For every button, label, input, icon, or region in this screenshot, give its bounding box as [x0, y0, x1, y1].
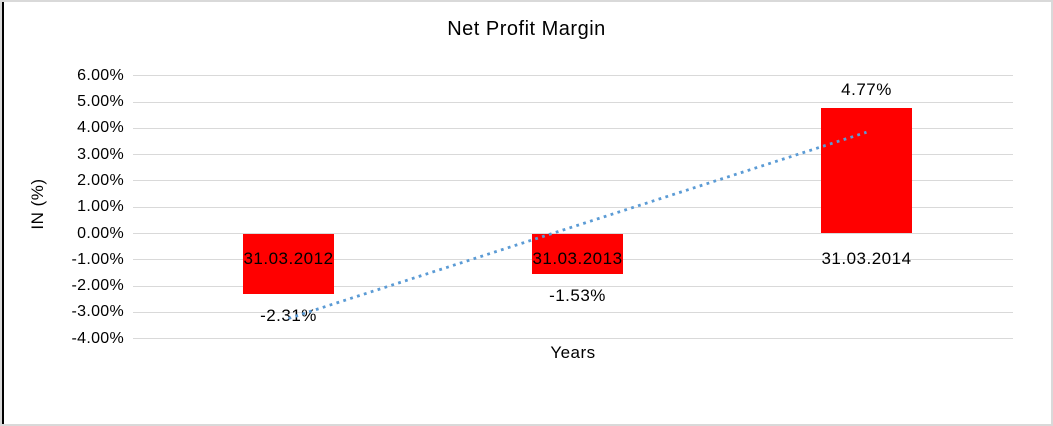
gridline — [133, 127, 1013, 129]
y-tick-label: 3.00% — [77, 145, 124, 163]
data-label: -2.31% — [260, 306, 317, 326]
category-label: 31.03.2012 — [243, 249, 334, 268]
category-label: 31.03.2014 — [821, 249, 912, 268]
y-tick-label: -1.00% — [71, 250, 124, 268]
y-tick-label: 5.00% — [77, 93, 124, 110]
y-tick-label: 0.00% — [77, 224, 124, 242]
y-tick-label: 1.00% — [77, 198, 124, 216]
gridline — [133, 75, 1013, 77]
bar — [821, 108, 912, 234]
y-tick-label: 4.00% — [77, 119, 124, 137]
y-tick-label: -2.00% — [71, 277, 124, 295]
y-tick-label: 2.00% — [77, 171, 124, 189]
gridline — [133, 101, 1013, 103]
left-border-line — [2, 2, 4, 424]
y-tick-label: -3.00% — [71, 303, 124, 321]
data-label: -1.53% — [549, 285, 606, 305]
x-axis-title: Years — [550, 343, 596, 362]
y-axis-title: IN (%) — [28, 178, 47, 230]
category-label: 31.03.2013 — [532, 249, 623, 268]
gridline — [133, 338, 1013, 340]
chart-title: Net Profit Margin — [447, 18, 606, 40]
y-tick-label: 6.00% — [77, 66, 124, 84]
y-tick-label: -4.00% — [71, 329, 124, 347]
data-label: 4.77% — [841, 80, 892, 100]
